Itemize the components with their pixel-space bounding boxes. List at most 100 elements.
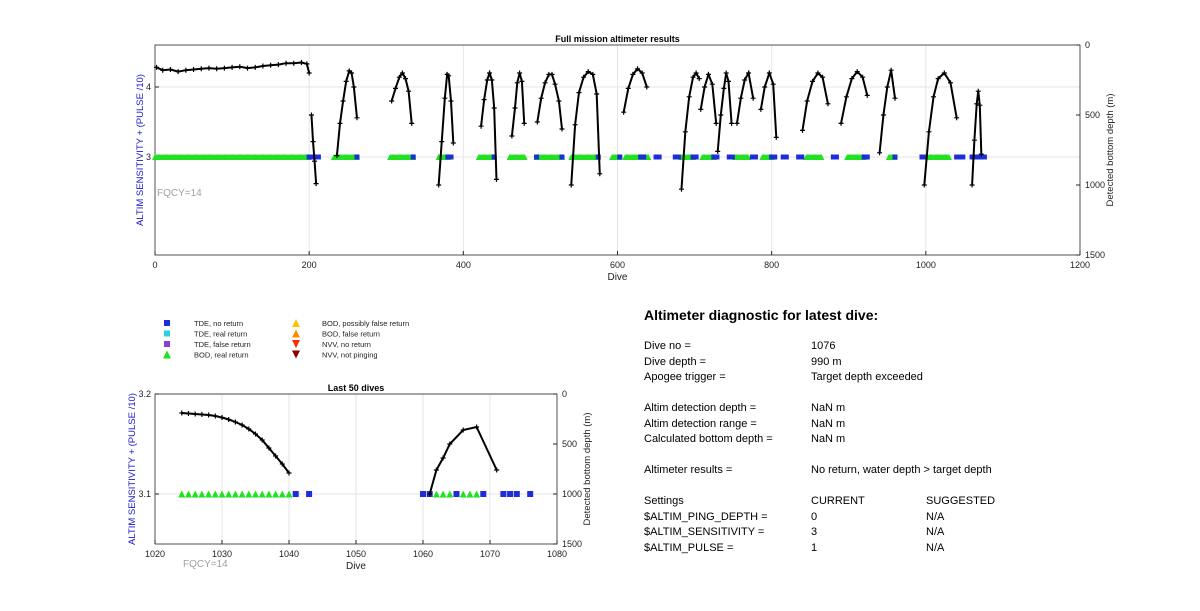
bottom-depth-point — [154, 64, 160, 70]
tde-marker — [656, 154, 662, 160]
bottom-depth-point — [312, 158, 318, 164]
bottom-depth-point — [750, 95, 756, 101]
tde-marker — [312, 154, 318, 160]
bottom-depth-point — [723, 70, 729, 76]
bottom-depth-line — [680, 71, 701, 190]
bod-marker — [745, 154, 752, 160]
bottom-depth-point — [888, 67, 894, 73]
bottom-depth-line — [335, 69, 358, 156]
bod-marker — [285, 490, 293, 498]
bottom-depth-point — [439, 139, 445, 145]
bottom-depth-point — [291, 60, 297, 66]
bottom-depth-point — [219, 415, 225, 420]
x-axis-label: Dive — [607, 272, 627, 283]
tde-marker — [922, 154, 928, 160]
tde-marker — [919, 154, 925, 160]
bod-marker — [191, 490, 199, 498]
bottom-depth-line — [390, 71, 413, 124]
x-tick-label: 1040 — [279, 549, 299, 559]
bottom-depth-line — [570, 70, 601, 186]
x-tick-label: 1080 — [547, 549, 567, 559]
tde-marker — [969, 154, 975, 160]
x-tick-label: 1000 — [916, 260, 936, 270]
y-right-tick-label: 0 — [1085, 40, 1090, 50]
bottom-depth-point — [396, 74, 402, 80]
y-right-tick-label: 0 — [562, 389, 567, 399]
tde-marker — [783, 154, 789, 160]
bod-marker — [211, 490, 219, 498]
x-tick-label: 1020 — [145, 549, 165, 559]
bottom-depth-point — [542, 80, 548, 86]
bottom-depth-point — [864, 92, 870, 98]
bottom-depth-point — [538, 95, 544, 101]
bod-marker — [163, 350, 171, 359]
tde-marker — [638, 154, 644, 160]
tde-marker — [978, 154, 984, 160]
bottom-depth-point — [493, 176, 499, 182]
bottom-depth-line — [622, 67, 648, 113]
bottom-depth-point — [460, 427, 466, 433]
y-left-tick-label: 4 — [146, 82, 151, 92]
y-left-tick-label: 3.1 — [138, 489, 151, 499]
bottom-depth-point — [275, 62, 281, 68]
tde-marker — [861, 154, 867, 160]
x-tick-label: 600 — [610, 260, 625, 270]
tde-marker — [954, 154, 960, 160]
bottom-depth-point — [941, 70, 947, 76]
bod-marker — [521, 154, 528, 160]
bottom-depth-point — [594, 91, 600, 97]
bottom-depth-point — [191, 67, 197, 72]
tde-marker — [491, 154, 497, 160]
bottom-depth-point — [549, 71, 555, 77]
y-right-tick-label: 1500 — [562, 539, 582, 549]
bottom-depth-line — [716, 72, 733, 152]
tde-marker — [780, 154, 786, 160]
bottom-depth-point — [849, 76, 855, 82]
bottom-depth-point — [512, 105, 518, 111]
bottom-depth-point — [310, 139, 316, 145]
x-tick-label: 0 — [152, 260, 157, 270]
bottom-depth-point — [253, 431, 258, 437]
bod-marker — [225, 490, 233, 498]
bottom-depth-point — [884, 84, 890, 90]
tde-marker — [726, 154, 732, 160]
bod-marker — [231, 490, 239, 498]
calculated-bottom-label: Calculated bottom depth = — [644, 433, 773, 445]
bod-marker — [218, 490, 226, 498]
tde-marker — [749, 154, 755, 160]
bottom-depth-point — [239, 422, 245, 428]
tde-marker — [752, 154, 758, 160]
chart-title: Last 50 dives — [328, 383, 385, 393]
bottom-depth-point — [229, 64, 235, 70]
bottom-depth-point — [484, 77, 490, 83]
bottom-depth-point — [843, 94, 849, 100]
bottom-depth-point — [313, 181, 319, 187]
legend-label: BOD, false return — [322, 330, 380, 339]
tde-marker — [641, 154, 647, 160]
bottom-depth-point — [273, 453, 279, 459]
detection-range-label: Altim detection range = — [644, 417, 757, 430]
bottom-depth-point — [625, 85, 631, 91]
y-right-tick-label: 1000 — [562, 489, 582, 499]
bod-marker — [432, 490, 440, 498]
setting-name: $ALTIM_SENSITIVITY = — [644, 526, 765, 538]
tde-marker — [864, 154, 870, 160]
x-tick-label: 1200 — [1070, 260, 1090, 270]
fqcy-label: FQCY=14 — [183, 559, 228, 570]
detection-range-value: NaN m — [811, 417, 846, 430]
bottom-depth-point — [552, 81, 558, 87]
bottom-depth-point — [389, 98, 395, 104]
bod-marker — [278, 490, 286, 498]
tde-marker — [445, 154, 451, 160]
bottom-depth-point — [186, 411, 191, 416]
bottom-depth-point — [758, 106, 764, 112]
bottom-depth-point — [810, 78, 816, 84]
bottom-depth-line — [437, 72, 455, 186]
bottom-depth-point — [585, 69, 591, 75]
setting-name: $ALTIM_PULSE = — [644, 541, 734, 554]
x-tick-label: 400 — [456, 260, 471, 270]
bottom-depth-point — [448, 98, 454, 104]
bottom-depth-point — [514, 80, 520, 86]
legend-label: TDE, no return — [194, 319, 243, 328]
tde-marker — [653, 154, 659, 160]
